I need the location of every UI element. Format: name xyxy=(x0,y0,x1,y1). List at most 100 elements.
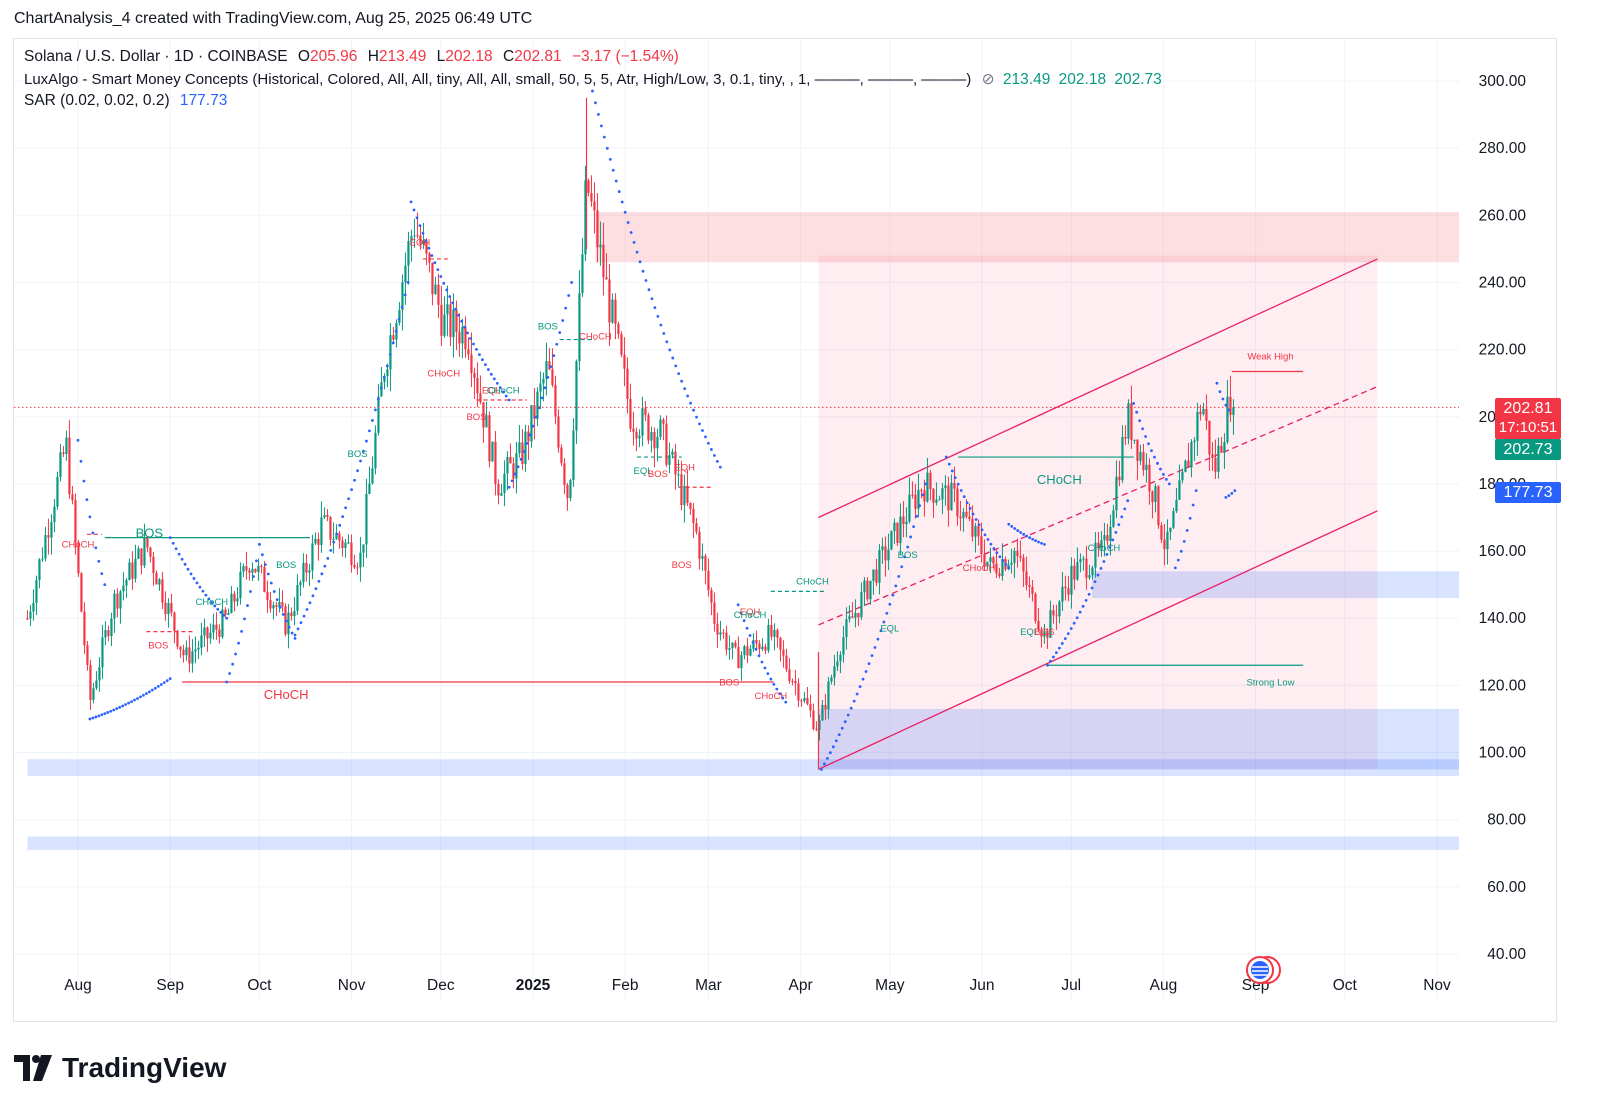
candle-body xyxy=(1118,476,1121,481)
sar-dot xyxy=(403,293,407,297)
candle-body xyxy=(983,554,986,567)
sar-dot xyxy=(109,709,113,713)
candle-body xyxy=(83,611,86,646)
candle-body xyxy=(548,361,551,370)
sar-dot xyxy=(1001,559,1005,563)
candle-body xyxy=(641,408,644,436)
candle-body xyxy=(635,431,638,439)
candle-body xyxy=(332,539,335,541)
sar-dot xyxy=(855,692,859,696)
x-tick-label: Nov xyxy=(1423,977,1451,994)
candle-body xyxy=(107,630,110,637)
sar-dot xyxy=(641,269,645,273)
structure-label: CHoCH xyxy=(734,610,767,621)
sar-dot xyxy=(124,703,127,706)
y-tick-label: 220.00 xyxy=(1479,342,1527,359)
sar-dot xyxy=(1117,523,1121,527)
price-axis: 300.00280.00260.00240.00220.00200.00180.… xyxy=(1479,73,1527,963)
candle-body xyxy=(710,590,713,603)
sar-dot xyxy=(222,613,226,617)
candle-body xyxy=(254,568,257,573)
sar-dot xyxy=(91,716,95,720)
candle-body xyxy=(506,456,509,474)
events-icon[interactable] xyxy=(1246,956,1281,984)
candle-body xyxy=(446,304,449,315)
candle-body xyxy=(1037,620,1040,630)
sar-dot xyxy=(243,617,246,621)
sar-dot xyxy=(570,281,574,284)
candle-body xyxy=(569,480,572,499)
candle-body xyxy=(986,561,989,567)
legend-symbol: Solana / U.S. Dollar · 1D · COINBASE xyxy=(24,48,288,65)
sar-dot xyxy=(534,415,538,419)
candle-body xyxy=(1082,558,1085,560)
structure-label: EQH xyxy=(410,238,431,249)
sar-dot xyxy=(397,317,401,321)
candle-body xyxy=(1196,411,1199,441)
candle-body xyxy=(482,402,485,428)
sar-dot xyxy=(861,677,865,681)
candle-body xyxy=(188,647,191,664)
candle-body xyxy=(782,649,785,656)
candle-body xyxy=(746,646,749,656)
candle-body xyxy=(251,568,254,573)
sar-dot xyxy=(484,363,487,367)
sar-dot xyxy=(885,611,889,615)
candle-body xyxy=(158,579,161,585)
legend-sar[interactable]: SAR (0.02, 0.02, 0.2) 177.73 xyxy=(24,92,227,110)
sar-dot xyxy=(820,767,823,771)
sar-dot xyxy=(436,268,440,272)
candle-body xyxy=(1145,464,1148,471)
sar-dot xyxy=(472,342,475,346)
sar-dot xyxy=(85,498,89,502)
sar-dot xyxy=(1019,531,1023,534)
legend-smc-value-3: 202.73 xyxy=(1114,71,1162,88)
sar-dot xyxy=(379,386,383,390)
candle-body xyxy=(908,494,911,522)
structure-label: CHoCH xyxy=(195,597,228,608)
sar-dot xyxy=(94,546,98,550)
hidden-eye-icon[interactable]: ⊘ xyxy=(981,71,995,88)
legend-change: −3.17 (−1.54%) xyxy=(571,48,679,65)
sar-dot xyxy=(368,429,371,433)
candle-body xyxy=(590,192,593,202)
candle-body xyxy=(584,180,587,255)
sar-dot xyxy=(549,365,553,369)
sar-dot xyxy=(843,720,847,724)
structure-lines xyxy=(86,258,1304,683)
candle-body xyxy=(35,580,38,603)
sar-dot xyxy=(442,281,446,285)
sar-dot xyxy=(165,679,169,683)
sar-dot xyxy=(739,611,743,615)
candle-body xyxy=(749,648,752,656)
structure-label: BOS xyxy=(466,412,486,423)
candle-body xyxy=(71,494,74,501)
candle-body xyxy=(734,642,737,647)
legend-high-label: H xyxy=(367,48,379,65)
sar-dot xyxy=(781,696,785,700)
sar-dot xyxy=(257,542,261,546)
structure-label: BOS xyxy=(672,560,692,571)
candle-body xyxy=(1229,396,1232,415)
candle-body xyxy=(536,391,539,419)
sar-dot xyxy=(478,353,481,356)
sar-dot xyxy=(1022,532,1026,536)
sar-dot xyxy=(207,597,211,601)
candle-body xyxy=(62,452,65,454)
candle-body xyxy=(497,483,500,496)
candle-body xyxy=(524,431,527,465)
candle-body xyxy=(227,613,230,615)
sar-dot xyxy=(192,577,196,580)
candle-body xyxy=(338,533,341,541)
sar-dot xyxy=(228,672,232,675)
sar-dot xyxy=(597,113,600,116)
candle-body xyxy=(353,564,356,568)
structure-label: CHoCH xyxy=(755,691,788,702)
sar-dot xyxy=(162,681,166,685)
tradingview-logo[interactable]: TradingView xyxy=(14,1052,226,1084)
candle-body xyxy=(347,542,350,544)
sar-dot xyxy=(698,422,701,426)
legend-smc[interactable]: LuxAlgo - Smart Money Concepts (Historic… xyxy=(24,70,1162,89)
price-channel xyxy=(818,258,1378,770)
